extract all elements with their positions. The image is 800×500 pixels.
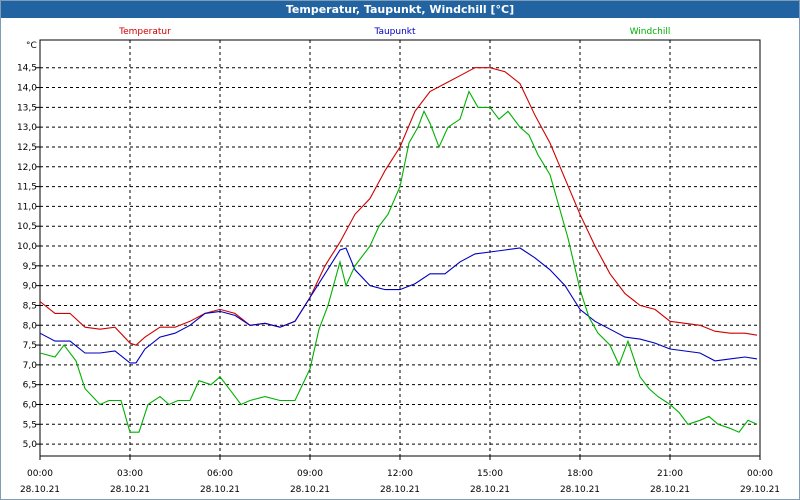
y-tick-label: 13,0 (17, 123, 37, 133)
x-tick-date: 28.10.21 (560, 485, 600, 495)
y-tick-label: 12,0 (17, 163, 37, 173)
y-tick-label: 10,0 (17, 242, 37, 252)
chart-title: Temperatur, Taupunkt, Windchill [°C] (1, 1, 799, 18)
x-tick-date: 28.10.21 (470, 485, 510, 495)
x-tick-date: 29.10.21 (740, 485, 780, 495)
y-tick-label: 6,0 (23, 400, 38, 410)
x-tick-time: 21:00 (657, 469, 683, 479)
series-layer (39, 67, 758, 433)
legend-windchill: Windchill (630, 27, 671, 37)
chart-grid (40, 40, 760, 456)
x-tick-date: 28.10.21 (20, 485, 60, 495)
x-tick-time: 12:00 (387, 469, 413, 479)
y-tick-label: 8,0 (23, 321, 38, 331)
x-tick-time: 15:00 (477, 469, 503, 479)
chart-axes: °C 5,0 5,5 6,0 6,5 7,0 7,5 8,0 8,5 9,0 9,5 10,0 10,5… (17, 39, 780, 495)
y-tick-label: 7,0 (23, 361, 38, 371)
y-tick-label: 14,0 (17, 84, 37, 94)
y-tick-label: 10,5 (17, 222, 37, 232)
y-tick-label: 12,5 (17, 143, 37, 153)
y-tick-label: 5,5 (23, 420, 37, 430)
y-axis-label: °C (26, 41, 37, 51)
y-tick-label: 6,5 (23, 381, 37, 391)
y-tick-label: 7,5 (23, 341, 37, 351)
y-tick-label: 14,5 (17, 64, 37, 74)
x-tick-time: 03:00 (117, 469, 143, 479)
y-tick-label: 5,0 (23, 440, 38, 450)
y-tick-label: 13,5 (17, 103, 37, 113)
x-tick-date: 28.10.21 (650, 485, 690, 495)
x-tick-date: 28.10.21 (290, 485, 330, 495)
x-tick-time: 18:00 (567, 469, 593, 479)
x-tick-date: 28.10.21 (110, 485, 150, 495)
y-tick-label: 9,0 (23, 282, 38, 292)
x-tick-time: 00:00 (27, 469, 53, 479)
x-tick-time: 00:00 (747, 469, 773, 479)
x-tick-date: 28.10.21 (200, 485, 240, 495)
x-tick-time: 09:00 (297, 469, 323, 479)
y-tick-label: 11,5 (17, 183, 37, 193)
legend-temperatur: Temperatur (118, 27, 171, 37)
y-tick-label: 9,5 (23, 262, 37, 272)
legend-taupunkt: Taupunkt (373, 27, 416, 37)
y-tick-label: 8,5 (23, 301, 37, 311)
x-tick-date: 28.10.21 (380, 485, 420, 495)
y-tick-label: 11,0 (17, 202, 37, 212)
chart-legend: Temperatur Taupunkt Windchill (118, 27, 670, 37)
series-line-windchill (39, 90, 758, 433)
series-line-temperatur (39, 67, 758, 346)
x-tick-time: 06:00 (207, 469, 233, 479)
series-line-taupunkt (39, 247, 758, 364)
